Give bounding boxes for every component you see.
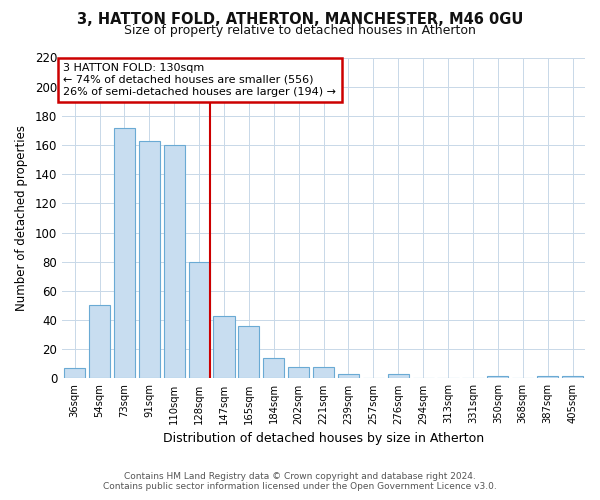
Bar	[313, 367, 334, 378]
Bar	[89, 306, 110, 378]
Bar	[64, 368, 85, 378]
Bar	[214, 316, 235, 378]
Bar	[263, 358, 284, 378]
Bar	[562, 376, 583, 378]
Text: 3 HATTON FOLD: 130sqm
← 74% of detached houses are smaller (556)
26% of semi-det: 3 HATTON FOLD: 130sqm ← 74% of detached …	[64, 64, 337, 96]
Bar	[139, 140, 160, 378]
Bar	[338, 374, 359, 378]
X-axis label: Distribution of detached houses by size in Atherton: Distribution of detached houses by size …	[163, 432, 484, 445]
Bar	[238, 326, 259, 378]
Y-axis label: Number of detached properties: Number of detached properties	[15, 125, 28, 311]
Bar	[114, 128, 135, 378]
Bar	[487, 376, 508, 378]
Text: 3, HATTON FOLD, ATHERTON, MANCHESTER, M46 0GU: 3, HATTON FOLD, ATHERTON, MANCHESTER, M4…	[77, 12, 523, 28]
Text: Size of property relative to detached houses in Atherton: Size of property relative to detached ho…	[124, 24, 476, 37]
Bar	[188, 262, 209, 378]
Bar	[388, 374, 409, 378]
Bar	[537, 376, 558, 378]
Bar	[164, 145, 185, 378]
Text: Contains HM Land Registry data © Crown copyright and database right 2024.
Contai: Contains HM Land Registry data © Crown c…	[103, 472, 497, 491]
Bar	[288, 367, 309, 378]
